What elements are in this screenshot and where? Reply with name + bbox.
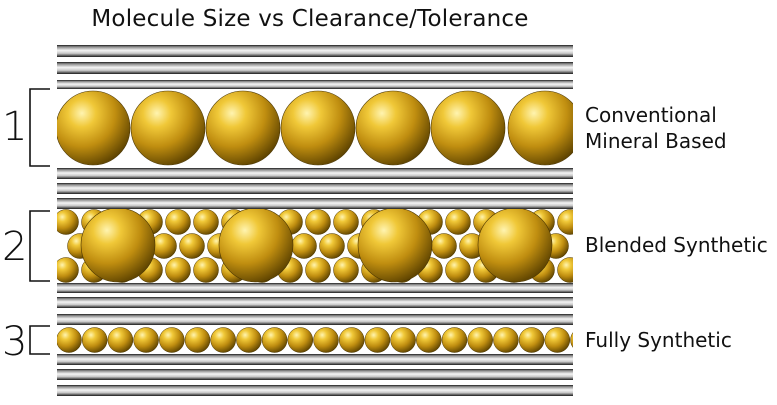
molecule <box>179 233 205 259</box>
molecule <box>57 90 131 166</box>
molecule <box>57 257 79 283</box>
molecule <box>165 209 191 235</box>
molecule <box>445 257 471 283</box>
molecule <box>507 90 573 166</box>
row-3-label: Fully Synthetic <box>585 327 732 353</box>
pipe-wall <box>57 80 573 89</box>
row-3-molecules <box>57 327 573 353</box>
row-1-label-line-2: Mineral Based <box>585 129 727 153</box>
molecule <box>430 90 506 166</box>
row-brackets <box>29 88 50 355</box>
row-1-label: Conventional Mineral Based <box>585 102 727 154</box>
row-1-molecules <box>57 90 573 166</box>
molecule <box>333 209 359 235</box>
molecule <box>57 209 79 235</box>
molecule <box>333 257 359 283</box>
molecule <box>165 257 191 283</box>
row-2-molecules <box>57 209 573 283</box>
pipe-wall <box>57 168 573 179</box>
row-2-label-line-1: Blended Synthetic <box>585 233 768 257</box>
molecule <box>159 327 185 353</box>
molecule <box>280 90 356 166</box>
molecule <box>544 327 571 353</box>
row-2-number: 2 <box>2 224 28 270</box>
molecule <box>313 327 339 353</box>
molecule <box>184 327 211 353</box>
molecules <box>57 90 573 353</box>
molecule <box>570 332 573 348</box>
pipe-wall <box>57 198 573 209</box>
molecule <box>287 327 314 353</box>
molecule <box>441 327 468 353</box>
molecule <box>107 327 134 353</box>
molecule <box>81 327 108 353</box>
molecule <box>205 90 281 166</box>
molecule <box>305 209 331 235</box>
pipe-wall <box>57 183 573 194</box>
molecule <box>477 209 553 283</box>
row-3-label-line-1: Fully Synthetic <box>585 328 732 352</box>
pipe-wall <box>57 314 573 325</box>
molecule <box>338 327 365 353</box>
molecule <box>193 209 219 235</box>
molecule <box>130 90 206 166</box>
pipe-wall <box>57 354 573 365</box>
row-3-bracket <box>29 325 50 355</box>
molecule <box>218 209 294 283</box>
pipe-walls <box>57 45 573 396</box>
pipe-wall <box>57 45 573 57</box>
molecule <box>133 327 159 353</box>
pipe-wall <box>57 283 573 293</box>
molecule <box>319 233 345 259</box>
molecule <box>557 209 573 235</box>
row-1-label-line-1: Conventional <box>585 103 717 127</box>
molecule <box>445 209 471 235</box>
molecule <box>80 209 156 283</box>
molecule <box>355 90 431 166</box>
pipe-wall <box>57 62 573 74</box>
molecule <box>357 209 433 283</box>
diagram-title: Molecule Size vs Clearance/Tolerance <box>91 6 529 32</box>
row-2-bracket <box>29 210 50 282</box>
molecule <box>467 327 493 353</box>
molecule <box>390 327 416 353</box>
molecule <box>305 257 331 283</box>
molecule <box>557 257 573 283</box>
molecule <box>431 233 457 259</box>
molecule <box>518 327 545 353</box>
pipe-wall <box>57 385 573 396</box>
molecule <box>416 327 442 353</box>
row-1-bracket <box>29 88 50 167</box>
molecule <box>57 327 82 353</box>
row-2-label: Blended Synthetic <box>585 232 768 258</box>
molecule <box>291 233 317 259</box>
molecule <box>364 327 391 353</box>
molecule <box>493 327 519 353</box>
molecule <box>193 257 219 283</box>
molecule <box>261 327 288 353</box>
pipe-wall <box>57 297 573 308</box>
pipe-wall <box>57 369 573 380</box>
molecule <box>236 327 262 353</box>
molecule <box>210 327 236 353</box>
row-1-number: 1 <box>2 104 28 150</box>
row-3-number: 3 <box>2 319 28 365</box>
